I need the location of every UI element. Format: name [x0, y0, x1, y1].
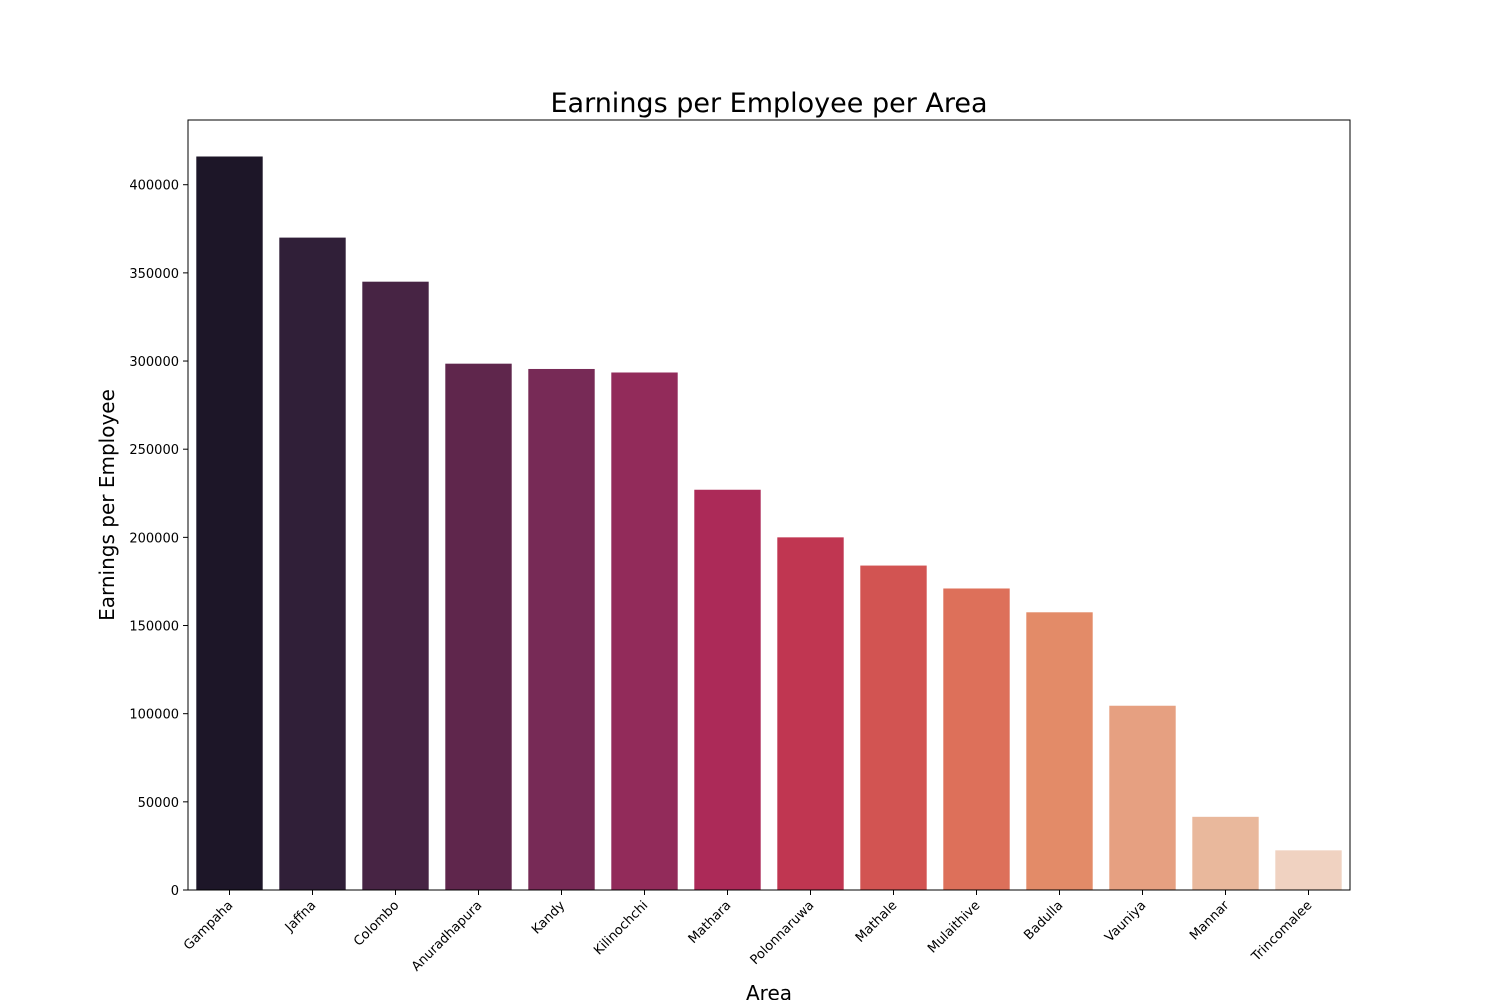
x-tick-label: Mathara	[686, 898, 735, 947]
x-tick-label: Polonnaruwa	[748, 898, 818, 968]
y-tick-label: 250000	[129, 443, 179, 458]
x-tick-label: Gampaha	[181, 898, 236, 953]
bar-colombo	[362, 281, 429, 891]
x-tick-label: Vauniya	[1102, 898, 1149, 945]
x-tick-label: Badulla	[1021, 898, 1066, 943]
bar-kandy	[528, 368, 595, 890]
bar-badulla	[1026, 612, 1093, 890]
bar-kilinochchi	[611, 372, 678, 890]
bar-gampaha	[196, 156, 263, 891]
bar-mulaithive	[943, 588, 1010, 890]
x-axis-title: Area	[746, 981, 792, 1000]
y-axis-title: Earnings per Employee	[95, 389, 119, 621]
x-tick-label: Kandy	[529, 898, 568, 937]
x-tick-label: Trincomalee	[1248, 898, 1315, 965]
x-tick-label: Mathale	[853, 898, 900, 945]
bars-layer	[196, 156, 1342, 891]
x-tick-label: Kilinochchi	[591, 898, 651, 958]
y-tick-label: 100000	[129, 708, 179, 723]
x-tick-label: Mulaithive	[925, 898, 983, 956]
bar-mathale	[860, 565, 927, 890]
x-tick-label: Mannar	[1187, 898, 1233, 944]
chart-title: Earnings per Employee per Area	[550, 88, 987, 119]
bar-vauniya	[1109, 705, 1176, 890]
bar-polonnaruwa	[777, 537, 844, 890]
y-tick-label: 150000	[129, 620, 179, 635]
bar-mathara	[694, 489, 761, 890]
y-tick-label: 300000	[129, 355, 179, 370]
bar-anuradhapura	[445, 363, 512, 890]
x-tick-label: Colombo	[351, 898, 402, 949]
y-tick-label: 0	[171, 884, 179, 899]
x-tick-label: Anuradhapura	[409, 898, 485, 974]
bar-mannar	[1192, 816, 1259, 890]
y-tick-label: 400000	[129, 179, 179, 194]
bar-trincomalee	[1275, 850, 1342, 890]
plot-frame	[187, 119, 1351, 891]
y-tick-label: 50000	[138, 796, 179, 811]
y-tick-label: 200000	[129, 531, 179, 546]
x-axis-ticks: Gampaha Jaffna Colombo Anuradhapura Kandy Kil…	[181, 890, 1315, 975]
x-tick-label: Jaffna	[282, 898, 319, 935]
y-tick-label: 350000	[129, 267, 179, 282]
bar-jaffna	[279, 237, 346, 890]
y-axis-ticks: 0 50000 100000 150000 200000 250000 300000 3500…	[129, 179, 188, 899]
